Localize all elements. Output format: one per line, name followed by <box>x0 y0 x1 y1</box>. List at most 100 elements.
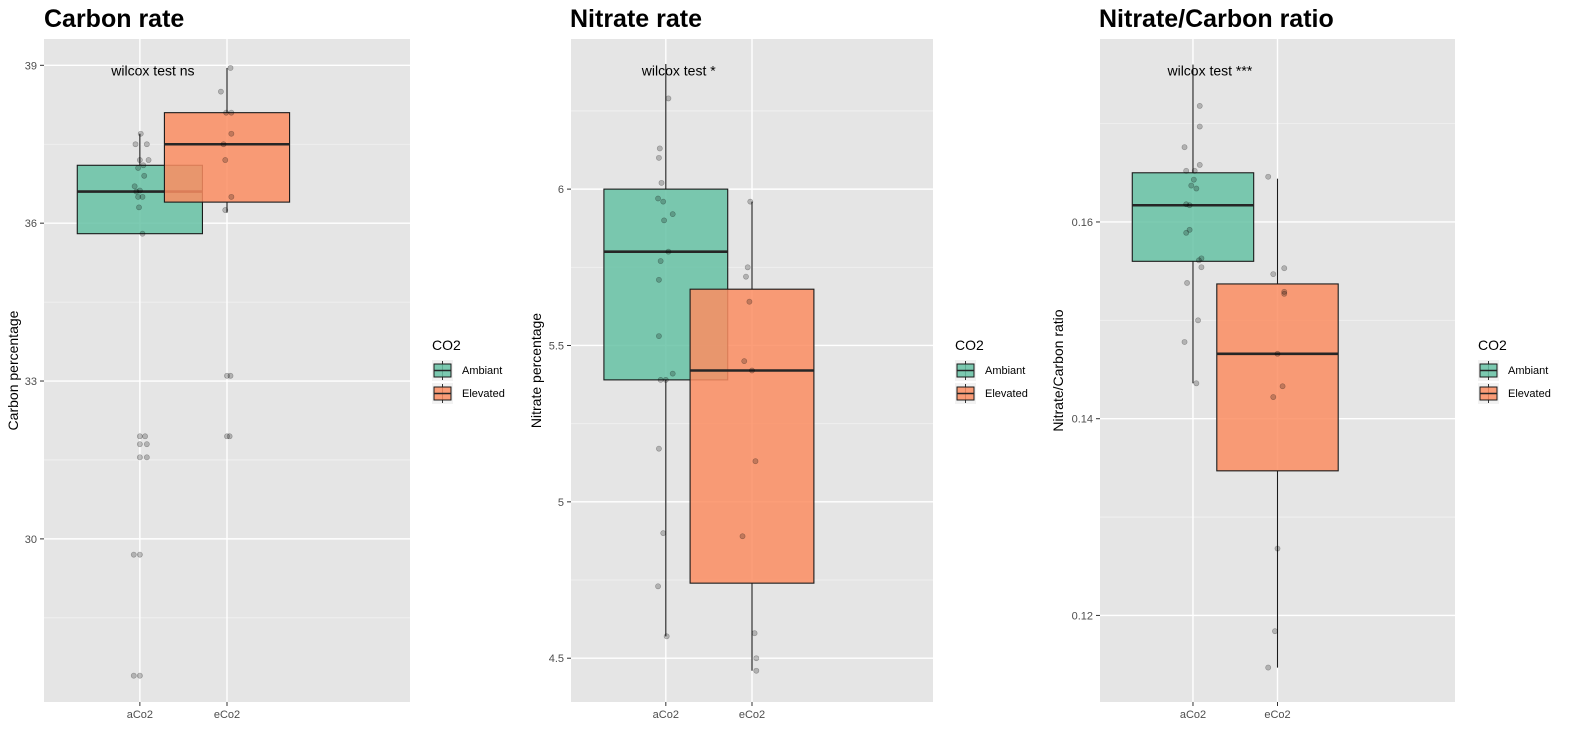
box-body <box>163 112 291 203</box>
data-point <box>131 183 138 190</box>
data-point <box>655 583 661 590</box>
y-tick-label: 0.12 <box>1072 610 1093 622</box>
y-tick-label: 33 <box>25 376 37 388</box>
data-point <box>656 276 662 283</box>
box-eCo2 <box>1216 178 1339 668</box>
annotation: wilcox test * <box>641 62 716 78</box>
box-body <box>689 288 815 584</box>
data-point <box>137 130 144 137</box>
data-point <box>139 193 146 200</box>
data-point <box>220 141 227 148</box>
y-axis-label: Nitrate/Carbon ratio <box>1050 309 1066 431</box>
x-tick-label: aCo2 <box>127 709 153 721</box>
data-point <box>656 154 662 161</box>
data-point <box>656 145 663 152</box>
data-point <box>739 533 746 540</box>
data-point <box>218 88 224 95</box>
data-point <box>665 95 672 102</box>
data-point <box>1186 202 1193 209</box>
data-point <box>747 198 754 205</box>
y-tick-label: 5 <box>558 497 564 509</box>
data-point <box>1181 339 1188 345</box>
data-point <box>662 376 669 383</box>
data-point <box>658 179 665 186</box>
data-point <box>136 454 143 461</box>
data-point <box>1265 664 1272 671</box>
x-tick-label: eCo2 <box>739 709 765 721</box>
box-body <box>1131 172 1255 262</box>
data-point <box>227 65 234 71</box>
data-point <box>141 172 148 179</box>
data-point <box>222 157 229 163</box>
data-point <box>1186 226 1193 233</box>
data-point <box>133 188 140 195</box>
data-point <box>1191 167 1198 174</box>
data-point <box>132 141 139 148</box>
y-axis-label: Nitrate percentage <box>528 313 544 428</box>
data-point <box>143 454 150 461</box>
data-point <box>660 530 667 537</box>
data-point <box>1270 271 1277 277</box>
legend-label-ambiant: Ambiant <box>1508 365 1548 377</box>
panel-2: Nitrate rate wilcox test * 4.5 5 5.5 6 aCo2 eCo… <box>528 5 1028 721</box>
data-point <box>135 193 142 200</box>
y-tick-label: 36 <box>25 218 37 230</box>
data-point <box>1188 182 1195 189</box>
data-point <box>741 358 748 365</box>
data-point <box>1274 545 1281 552</box>
data-point <box>139 230 146 237</box>
data-point <box>1274 350 1281 357</box>
data-point <box>1265 173 1272 180</box>
legend-label-elevated: Elevated <box>462 388 505 400</box>
data-point <box>136 433 143 440</box>
data-point <box>142 433 148 440</box>
data-point <box>661 217 667 224</box>
data-point <box>1281 288 1288 295</box>
data-point <box>1198 264 1205 271</box>
data-point <box>656 333 662 339</box>
data-point <box>656 445 662 452</box>
y-tick-label: 4.5 <box>549 653 564 665</box>
data-point <box>1183 167 1190 174</box>
x-tick-label: eCo2 <box>214 709 240 721</box>
data-point <box>753 655 760 662</box>
data-point <box>665 248 672 255</box>
data-point <box>1193 185 1200 192</box>
data-point <box>223 109 230 116</box>
data-point <box>751 630 758 637</box>
data-point <box>140 162 147 169</box>
data-point <box>744 264 751 271</box>
y-axis-label: Carbon percentage <box>5 310 21 430</box>
data-point <box>130 551 137 558</box>
data-point <box>1281 265 1288 272</box>
legend-label-ambiant: Ambiant <box>462 365 502 377</box>
box-eCo2 <box>163 67 291 213</box>
data-point <box>143 141 150 148</box>
data-point <box>222 207 229 213</box>
data-point <box>1281 290 1288 297</box>
data-point <box>660 198 667 205</box>
data-point <box>669 370 676 377</box>
legend-title: CO2 <box>432 337 461 353</box>
panel-3: Nitrate/Carbon ratio wilcox test *** 0.12 0… <box>1050 5 1551 721</box>
chart-title: Nitrate/Carbon ratio <box>1099 5 1334 33</box>
x-tick-label: eCo2 <box>1264 709 1290 721</box>
legend-label-ambiant: Ambiant <box>985 365 1025 377</box>
annotation: wilcox test *** <box>1166 62 1252 78</box>
data-point <box>136 672 143 679</box>
data-point <box>1190 176 1197 183</box>
data-point <box>226 433 233 440</box>
box-aCo2 <box>1131 64 1255 384</box>
data-point <box>136 551 143 558</box>
data-point <box>224 433 230 440</box>
data-point <box>143 441 150 448</box>
data-point <box>669 211 676 218</box>
legend-label-elevated: Elevated <box>985 388 1028 400</box>
data-point <box>136 187 143 194</box>
chart-title: Nitrate rate <box>570 5 702 33</box>
annotation: wilcox test ns <box>110 63 194 79</box>
data-point <box>135 165 142 171</box>
